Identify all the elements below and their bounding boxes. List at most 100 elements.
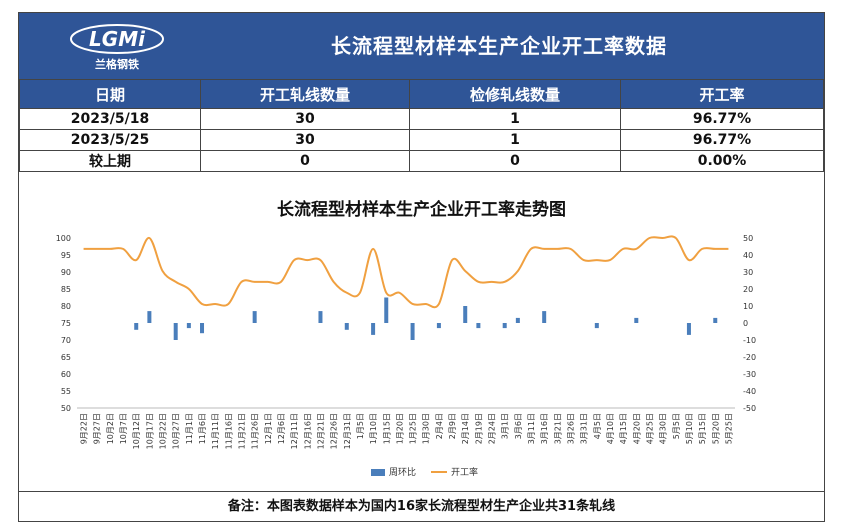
cell-active-lines: 0 bbox=[200, 150, 410, 172]
x-tick-label: 1月10日 bbox=[369, 413, 378, 444]
cell-maintenance-lines: 1 bbox=[409, 108, 621, 130]
bar-weekly-change bbox=[252, 311, 257, 323]
y-left-tick-label: 80 bbox=[61, 302, 71, 311]
bar-weekly-change bbox=[134, 323, 139, 330]
y-left-tick-label: 100 bbox=[56, 234, 71, 243]
x-tick-label: 11月6日 bbox=[198, 413, 207, 444]
x-tick-label: 2月24日 bbox=[488, 413, 497, 444]
x-tick-label: 3月26日 bbox=[567, 413, 576, 444]
x-tick-label: 2月14日 bbox=[461, 413, 470, 444]
line-operating-rate bbox=[83, 235, 729, 309]
legend-label-operating-rate: 开工率 bbox=[451, 466, 478, 478]
x-tick-label: 3月6日 bbox=[514, 413, 523, 439]
x-tick-label: 4月30日 bbox=[659, 413, 668, 444]
x-tick-label: 10月7日 bbox=[119, 413, 128, 444]
y-left-tick-label: 55 bbox=[61, 387, 71, 396]
x-tick-label: 1月5日 bbox=[356, 413, 365, 439]
bar-weekly-change bbox=[384, 297, 389, 323]
y-left-tick-label: 95 bbox=[61, 251, 71, 260]
x-tick-label: 12月21日 bbox=[316, 413, 325, 449]
y-left-tick-label: 65 bbox=[61, 353, 71, 362]
bar-weekly-change bbox=[186, 323, 191, 329]
col-header-maintenance-lines: 检修轧线数量 bbox=[409, 79, 621, 109]
table-row: 较上期 0 0 0.00% bbox=[19, 150, 824, 172]
x-tick-label: 11月21日 bbox=[238, 413, 247, 449]
bar-weekly-change bbox=[463, 306, 468, 323]
y-right-tick-label: 50 bbox=[743, 234, 753, 243]
y-right-tick-label: 0 bbox=[743, 319, 748, 328]
bar-weekly-change bbox=[173, 323, 178, 340]
x-tick-label: 1月25日 bbox=[409, 413, 418, 444]
x-tick-label: 5月25日 bbox=[724, 413, 733, 444]
x-tick-label: 11月11日 bbox=[211, 413, 220, 449]
cell-rate: 0.00% bbox=[620, 150, 824, 172]
chart-svg: 50 55 60 65 70 75 80 85 90 95 100 -50 -40 -30 -20 -10 0 1… bbox=[56, 234, 756, 478]
y-right-tick-label: -50 bbox=[743, 404, 756, 413]
bar-weekly-change bbox=[476, 323, 481, 329]
footer-note: 备注：本图表数据样本为国内16家长流程型材生产企业共31条轧线 bbox=[19, 491, 824, 522]
cell-date: 2023/5/25 bbox=[19, 129, 201, 151]
y-right-tick-label: 30 bbox=[743, 268, 753, 277]
x-tick-label: 5月5日 bbox=[672, 413, 681, 439]
x-tick-label: 2月19日 bbox=[474, 413, 483, 444]
logo-subtitle: 兰格钢铁 bbox=[95, 57, 139, 71]
page-title: 长流程型材样本生产企业开工率数据 bbox=[331, 34, 667, 58]
lgmi-logo: LGMi 兰格钢铁 bbox=[70, 24, 164, 71]
x-tick-label: 1月30日 bbox=[422, 413, 431, 444]
report-frame: LGMi 兰格钢铁 长流程型材样本生产企业开工率数据 日期 开工轧线数量 检修轧… bbox=[18, 12, 825, 522]
y-left-tick-label: 90 bbox=[61, 268, 71, 277]
bar-weekly-change bbox=[371, 323, 376, 335]
table-header-row: 日期 开工轧线数量 检修轧线数量 开工率 bbox=[19, 79, 824, 109]
x-tick-label: 11月26日 bbox=[251, 413, 260, 449]
y-right-tick-label: -30 bbox=[743, 370, 756, 379]
x-tick-label: 4月20日 bbox=[632, 413, 641, 444]
x-tick-label: 5月10日 bbox=[685, 413, 694, 444]
x-tick-label: 10月22日 bbox=[159, 413, 168, 449]
bar-weekly-change bbox=[147, 311, 152, 323]
cell-date: 较上期 bbox=[19, 150, 201, 172]
bar-weekly-change bbox=[713, 317, 718, 323]
col-header-active-lines: 开工轧线数量 bbox=[200, 79, 410, 109]
cell-date: 2023/5/18 bbox=[19, 108, 201, 130]
x-tick-label: 4月10日 bbox=[606, 413, 615, 444]
bar-weekly-change bbox=[502, 323, 507, 329]
bar-weekly-change bbox=[344, 323, 349, 330]
logo-text: LGMi bbox=[89, 27, 146, 51]
x-tick-label: 2月4日 bbox=[435, 413, 444, 439]
cell-active-lines: 30 bbox=[200, 129, 410, 151]
bar-weekly-change bbox=[436, 323, 441, 329]
x-tick-label: 9月22日 bbox=[80, 413, 89, 444]
bar-weekly-change bbox=[542, 311, 547, 323]
y-left-tick-label: 75 bbox=[61, 319, 71, 328]
data-table: 日期 开工轧线数量 检修轧线数量 开工率 2023/5/18 30 1 96.7… bbox=[19, 79, 824, 172]
bar-weekly-change bbox=[686, 323, 691, 335]
table-row: 2023/5/25 30 1 96.77% bbox=[19, 129, 824, 151]
x-tick-label: 5月20日 bbox=[711, 413, 720, 444]
x-tick-label: 3月11日 bbox=[527, 413, 536, 444]
legend-label-weekly-change: 周环比 bbox=[389, 466, 416, 478]
x-tick-label: 12月16日 bbox=[303, 413, 312, 449]
y-left-tick-label: 60 bbox=[61, 370, 71, 379]
x-tick-label: 12月31日 bbox=[343, 413, 352, 449]
x-tick-label: 2月9日 bbox=[448, 413, 457, 439]
bar-weekly-change bbox=[515, 317, 520, 323]
y-right-tick-label: 20 bbox=[743, 285, 753, 294]
x-tick-label: 3月21日 bbox=[553, 413, 562, 444]
x-tick-label: 1月20日 bbox=[395, 413, 404, 444]
bar-weekly-change bbox=[318, 311, 323, 323]
x-tick-label: 4月25日 bbox=[645, 413, 654, 444]
x-tick-label: 3月31日 bbox=[580, 413, 589, 444]
x-tick-label: 10月17日 bbox=[145, 413, 154, 449]
col-header-rate: 开工率 bbox=[620, 79, 824, 109]
x-tick-label: 3月1日 bbox=[501, 413, 510, 439]
cell-rate: 96.77% bbox=[620, 108, 824, 130]
x-tick-label: 12月6日 bbox=[277, 413, 286, 444]
x-tick-label: 10月27日 bbox=[172, 413, 181, 449]
table-row: 2023/5/18 30 1 96.77% bbox=[19, 108, 824, 130]
y-right-tick-label: -10 bbox=[743, 336, 756, 345]
x-tick-label: 12月1日 bbox=[264, 413, 273, 444]
y-right-tick-label: 10 bbox=[743, 302, 753, 311]
legend-swatch-weekly-change bbox=[371, 469, 385, 476]
x-tick-label: 1月15日 bbox=[382, 413, 391, 444]
y-right-tick-label: -20 bbox=[743, 353, 756, 362]
